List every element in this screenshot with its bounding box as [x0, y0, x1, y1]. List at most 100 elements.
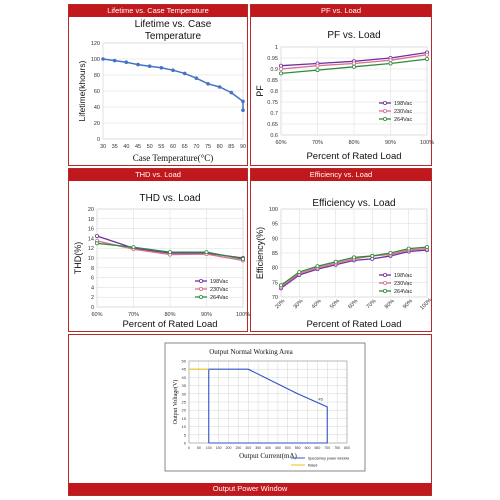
x-tick-label: 0 — [188, 446, 190, 450]
chart-title: Efficiency vs. Load — [312, 198, 395, 209]
chart-pf: 0.6 0.65 0.7 0.75 0.8 0.85 0.9 0.95 1 60% 70% 80% 90… — [255, 30, 434, 162]
x-tick-label: 100% — [236, 312, 250, 318]
y-tick-label: 15 — [182, 416, 187, 421]
data-point — [315, 264, 320, 269]
x-axis-label: Output Current(mA) — [239, 452, 297, 460]
x-tick-label: 75 — [205, 144, 211, 150]
x-axis-label: Percent of Rated Load — [306, 319, 401, 330]
legend-label: Rated — [308, 464, 317, 468]
x-tick-label: 65 — [182, 144, 188, 150]
x-tick-label: 450 — [275, 446, 281, 450]
y-tick-label: 2 — [91, 295, 94, 301]
y-tick-label: 10 — [182, 424, 187, 429]
legend-marker — [382, 117, 387, 122]
x-tick-label: 500 — [285, 446, 291, 450]
y-tick-label: 0.7 — [270, 111, 278, 117]
x-tick-label: 50 — [147, 144, 153, 150]
data-point — [229, 90, 234, 95]
y-tick-label: 12 — [88, 246, 94, 252]
y-tick-label: 120 — [91, 41, 100, 47]
y-tick-label: 8 — [91, 266, 94, 272]
data-point — [217, 85, 222, 89]
y-tick-label: 10 — [88, 256, 94, 262]
legend-label: 230Vac — [394, 281, 412, 287]
legend-label: 198Vac — [210, 279, 228, 285]
chart-output-window: Output Normal Working Area 0 5 10 15 20 25 30 35… — [164, 342, 366, 472]
x-tick-label: 550 — [295, 446, 301, 450]
data-point — [131, 245, 136, 250]
panel-output-window: Output Normal Working Area 0 5 10 15 20 25 30 35… — [68, 334, 432, 496]
x-tick-label: 50% — [329, 298, 341, 310]
x-tick-label: 90% — [385, 140, 396, 146]
panel-title-output-window: Output Power Window — [69, 483, 431, 495]
x-tick-label: 70% — [312, 140, 323, 146]
x-tick-label: 200 — [226, 446, 232, 450]
y-tick-label: 80 — [272, 266, 278, 272]
x-tick-label: 100 — [206, 446, 212, 450]
y-tick-label: 20 — [94, 121, 100, 127]
legend-marker — [382, 109, 387, 114]
x-tick-label: 400 — [265, 446, 271, 450]
y-tick-label: 100 — [91, 57, 100, 63]
y-axis-label: Lifetime(khours) — [77, 60, 87, 121]
x-tick-label: 100% — [419, 297, 433, 311]
y-tick-label: 6 — [91, 276, 94, 282]
data-point — [112, 58, 117, 63]
x-tick-label: 70% — [128, 312, 139, 318]
legend-marker — [198, 287, 203, 292]
y-tick-label: 14 — [88, 236, 94, 242]
y-tick-label: 1 — [275, 45, 278, 51]
data-point — [182, 71, 187, 76]
data-point — [370, 253, 375, 258]
x-tick-label: 90 — [240, 144, 246, 150]
data-point — [171, 68, 175, 72]
data-point — [124, 60, 129, 64]
chart-title-line-2: Temperature — [145, 31, 202, 42]
legend-marker — [382, 281, 387, 286]
y-tick-label: 4 — [91, 285, 94, 291]
data-point — [315, 68, 320, 73]
y-axis-label: Output Voltage(V) — [172, 380, 179, 425]
x-tick-label: 700 — [324, 446, 330, 450]
y-tick-label: 95 — [272, 222, 278, 228]
y-tick-label: 20 — [182, 408, 187, 413]
data-point — [159, 66, 164, 70]
y-tick-label: 30 — [182, 391, 187, 396]
data-point — [278, 71, 283, 76]
data-point — [278, 67, 283, 72]
panel-thd: THD vs. Load 0 2 4 6 8 10 12 14 16 18 20 60% 70% 80% 9… — [68, 168, 250, 332]
data-point — [241, 108, 245, 112]
annotation-label: 45 — [318, 396, 323, 401]
legend-label: 264Vac — [394, 289, 412, 295]
x-tick-label: 40 — [123, 144, 129, 150]
x-tick-label: 85 — [228, 144, 234, 150]
x-tick-label: 80% — [384, 298, 396, 310]
y-tick-label: 16 — [88, 227, 94, 233]
x-tick-label: 50 — [197, 446, 201, 450]
legend-label: 264Vac — [210, 295, 228, 301]
legend-label: 230Vac — [394, 109, 412, 115]
data-point — [168, 250, 173, 255]
data-point — [352, 255, 357, 260]
panel-title-lifetime: Lifetime vs. Case Temperature — [69, 5, 247, 17]
data-point — [194, 76, 199, 80]
x-tick-label: 650 — [314, 446, 320, 450]
x-tick-label: 600 — [305, 446, 311, 450]
y-tick-label: 100 — [269, 207, 278, 213]
data-point — [278, 63, 283, 68]
y-tick-label: 0.9 — [270, 67, 278, 73]
x-tick-label: 90% — [201, 312, 212, 318]
y-tick-label: 70 — [272, 295, 278, 301]
y-tick-label: 0.75 — [267, 100, 278, 106]
x-tick-label: 250 — [235, 446, 241, 450]
x-tick-label: 300 — [245, 446, 251, 450]
chart-title-line-1: Lifetime vs. Case — [135, 19, 212, 30]
x-tick-label: 35 — [112, 144, 118, 150]
y-tick-label: 50 — [182, 359, 187, 364]
x-axis-label: Percent of Rated Load — [122, 319, 217, 330]
y-tick-label: 75 — [272, 280, 278, 286]
chart-thd: 0 2 4 6 8 10 12 14 16 18 20 60% 70% 80% 90% 100% 198Vac 2… — [73, 193, 250, 330]
legend-label: 198Vac — [394, 101, 412, 107]
y-tick-label: 35 — [182, 383, 187, 388]
